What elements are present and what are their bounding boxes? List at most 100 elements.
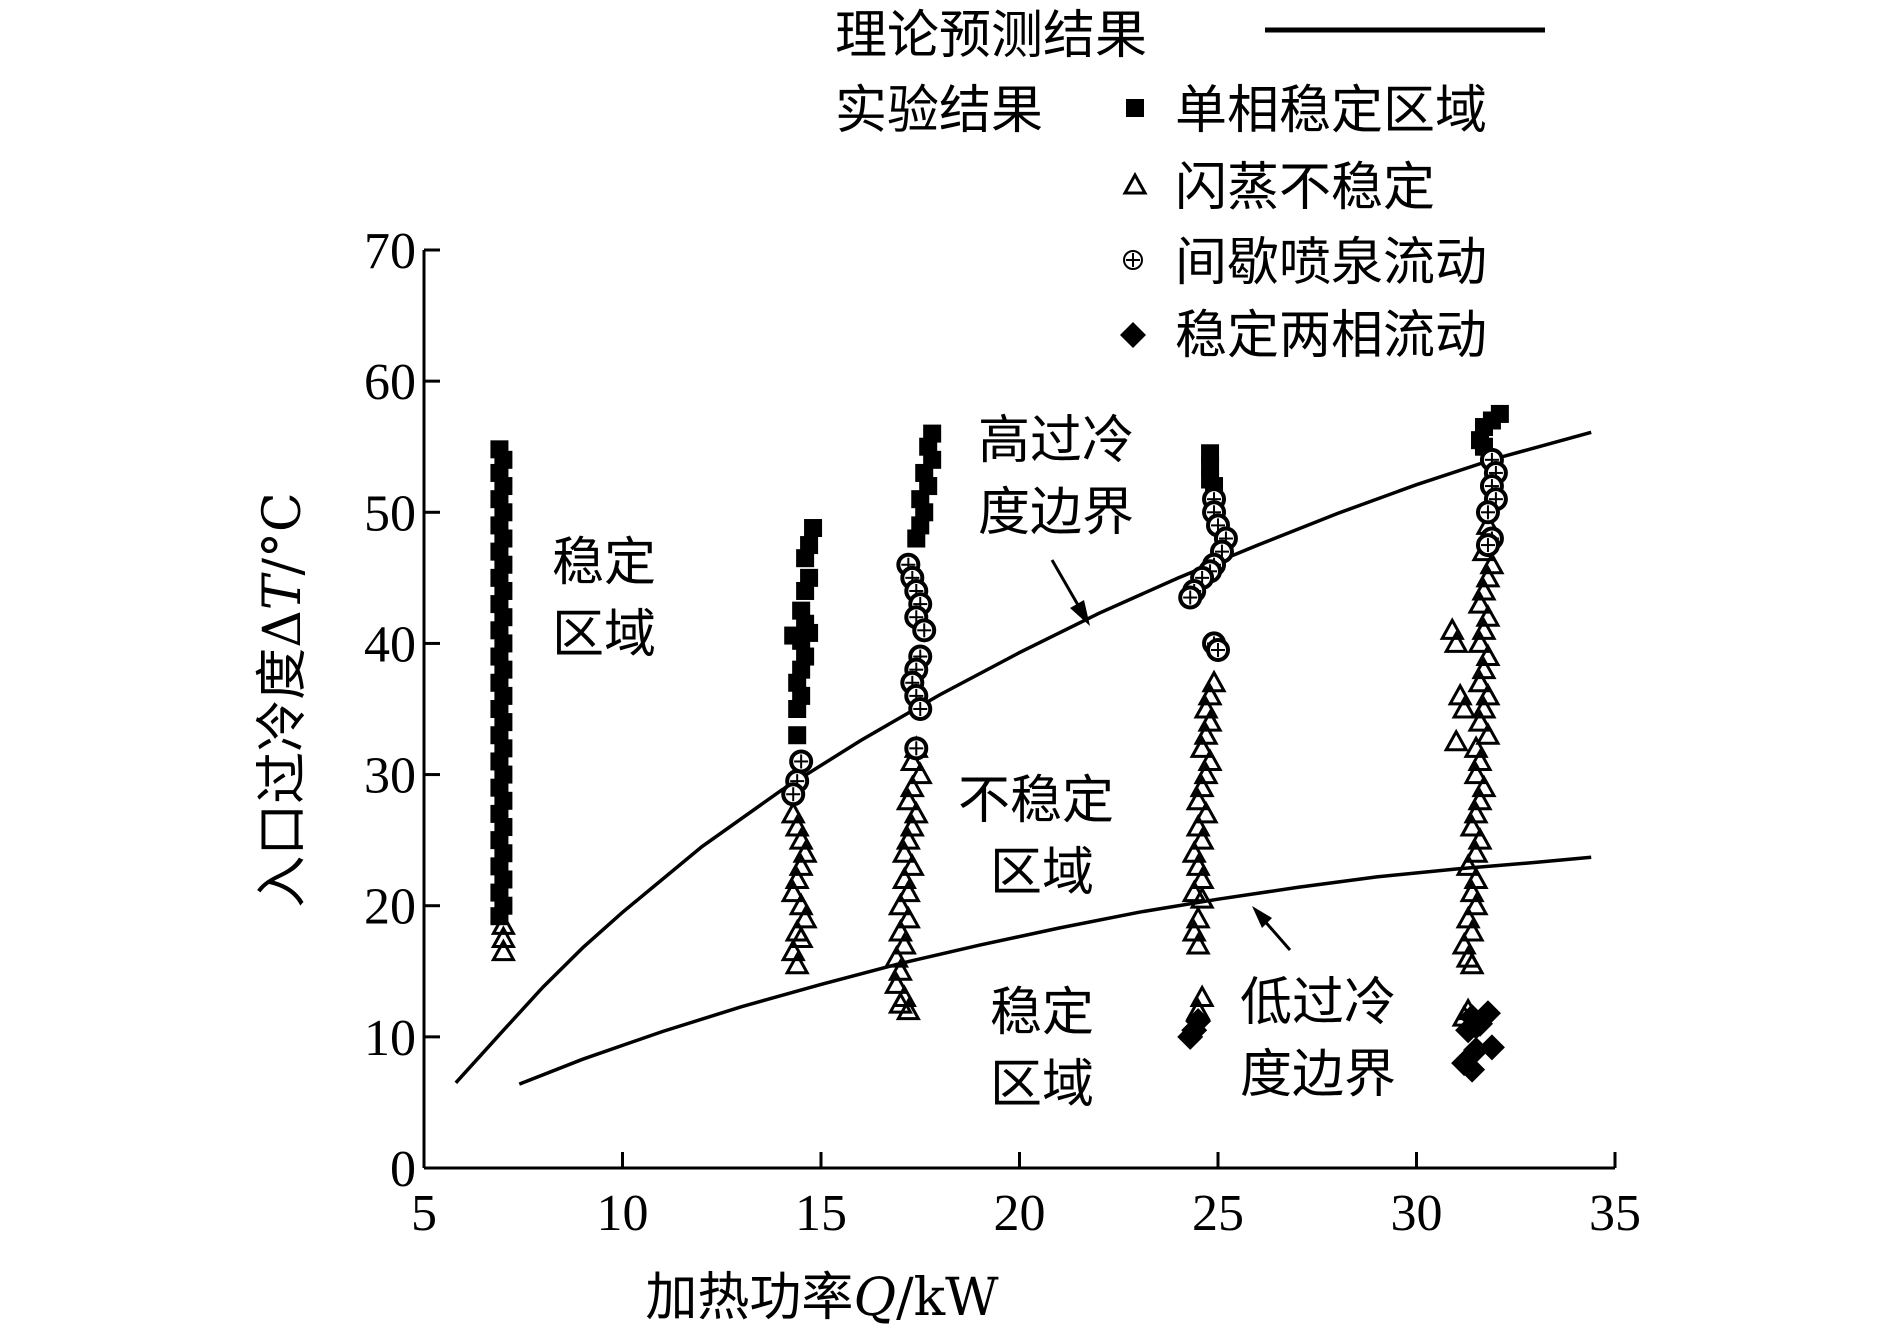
y-tick-label: 0 xyxy=(390,1141,416,1198)
legend-item-label: 单相稳定区域 xyxy=(1175,81,1487,141)
triangle-marker xyxy=(784,866,810,889)
data-markers xyxy=(490,404,1509,1083)
triangle-marker xyxy=(1455,853,1481,876)
diamond-marker xyxy=(1455,1017,1482,1044)
triangle-marker xyxy=(1443,630,1469,653)
annotation-low-boundary-line2: 度边界 xyxy=(1240,1045,1396,1105)
triangle-marker xyxy=(1467,630,1493,653)
triangle-marker xyxy=(1455,905,1481,929)
triangle-marker xyxy=(891,866,917,889)
triangle-marker xyxy=(1467,827,1493,850)
circle-plus-marker xyxy=(1178,585,1203,610)
high-boundary-curve xyxy=(454,430,1592,1084)
low-boundary-arrow-head xyxy=(1252,906,1272,928)
square-marker xyxy=(796,581,815,600)
y-tick-label: 20 xyxy=(364,879,416,936)
triangle-marker xyxy=(1475,564,1501,588)
triangle-marker xyxy=(1475,604,1501,627)
triangle-marker xyxy=(1451,695,1477,719)
square-marker xyxy=(788,726,807,745)
triangle-marker xyxy=(1189,886,1215,909)
circle-plus-marker xyxy=(904,736,929,761)
triangle-marker xyxy=(792,840,818,863)
legend-item-label: 闪蒸不稳定 xyxy=(1175,158,1435,218)
square-marker xyxy=(788,700,807,718)
circle-plus-marker xyxy=(908,697,933,721)
y-tick-label: 50 xyxy=(364,485,416,542)
annotation-stable-upper-line1: 稳定 xyxy=(552,533,656,593)
triangle-marker xyxy=(1185,813,1211,837)
triangle-marker xyxy=(1463,866,1489,889)
high-boundary-arrow-shaft xyxy=(1050,559,1084,613)
triangle-marker xyxy=(1459,951,1485,975)
legend-theory-label: 理论预测结果 xyxy=(835,6,1147,66)
annotation-unstable-line1: 不稳定 xyxy=(958,771,1114,831)
triangle-marker xyxy=(1193,695,1219,719)
triangle-marker xyxy=(899,813,925,837)
annotation-stable-lower-line2: 区域 xyxy=(990,1055,1094,1115)
x-tick-label: 35 xyxy=(1589,1185,1641,1242)
square-marker xyxy=(796,549,815,568)
triangle-marker xyxy=(792,905,818,929)
triangle-marker xyxy=(1463,840,1489,863)
triangle-marker xyxy=(1471,656,1497,680)
triangle-marker xyxy=(1467,787,1493,811)
y-tick-label: 60 xyxy=(364,354,416,411)
triangle-marker xyxy=(780,879,806,903)
triangle-marker xyxy=(895,787,921,811)
x-tick-label: 5 xyxy=(411,1185,437,1242)
legend-marker-triangle xyxy=(1122,171,1148,195)
triangle-marker xyxy=(490,912,516,935)
triangle-marker xyxy=(887,918,913,942)
triangle-marker xyxy=(1463,800,1489,824)
triangle-marker xyxy=(1463,892,1489,916)
high-boundary-arrow-head xyxy=(1070,600,1090,626)
annotation-low-boundary-line1: 低过冷 xyxy=(1240,973,1396,1033)
triangle-marker xyxy=(895,997,921,1021)
y-tick-label: 70 xyxy=(364,223,416,280)
y-axis-title: 入口过冷度ΔT/°C xyxy=(253,492,313,908)
triangle-marker xyxy=(1197,682,1223,706)
legend-marker-diamond xyxy=(1120,322,1146,348)
annotation-stable-lower-line1: 稳定 xyxy=(990,983,1094,1043)
x-tick-label: 20 xyxy=(994,1185,1046,1242)
low-boundary-curve xyxy=(518,855,1592,1086)
circle-plus-marker xyxy=(789,749,814,774)
square-marker xyxy=(792,631,811,650)
triangle-marker xyxy=(907,761,933,785)
triangle-marker xyxy=(899,748,925,771)
triangle-marker xyxy=(1467,590,1493,614)
annotation-high-boundary-line2: 度边界 xyxy=(978,483,1134,543)
triangle-marker xyxy=(1193,800,1219,824)
y-tick-label: 10 xyxy=(364,1010,416,1067)
boundary-curves xyxy=(454,430,1592,1086)
triangle-marker xyxy=(1181,840,1207,863)
triangle-marker xyxy=(784,813,810,837)
triangle-marker xyxy=(1475,682,1501,706)
triangle-marker xyxy=(1189,735,1215,758)
triangle-marker xyxy=(1451,931,1477,955)
square-marker xyxy=(490,907,509,926)
triangle-marker xyxy=(1185,931,1211,955)
circle-plus-marker xyxy=(781,782,806,807)
triangle-marker xyxy=(1189,984,1215,1008)
diamond-marker xyxy=(1459,1056,1486,1083)
triangle-marker xyxy=(1189,774,1215,798)
x-tick-label: 30 xyxy=(1391,1185,1443,1242)
triangle-marker xyxy=(1471,695,1497,719)
triangle-marker xyxy=(1459,879,1485,903)
triangle-marker xyxy=(903,800,929,824)
triangle-marker xyxy=(788,925,814,948)
triangle-marker xyxy=(1185,787,1211,811)
annotation-high-boundary-line1: 高过冷 xyxy=(978,411,1134,471)
y-tick-label: 30 xyxy=(364,748,416,805)
triangle-marker xyxy=(788,853,814,876)
diamond-marker xyxy=(1177,1023,1204,1050)
triangle-marker xyxy=(1193,761,1219,785)
legend-items xyxy=(1120,99,1148,348)
triangle-marker xyxy=(788,892,814,916)
triangle-marker xyxy=(1443,728,1469,752)
circle-plus-marker xyxy=(1475,533,1500,558)
triangle-marker xyxy=(1439,617,1465,640)
